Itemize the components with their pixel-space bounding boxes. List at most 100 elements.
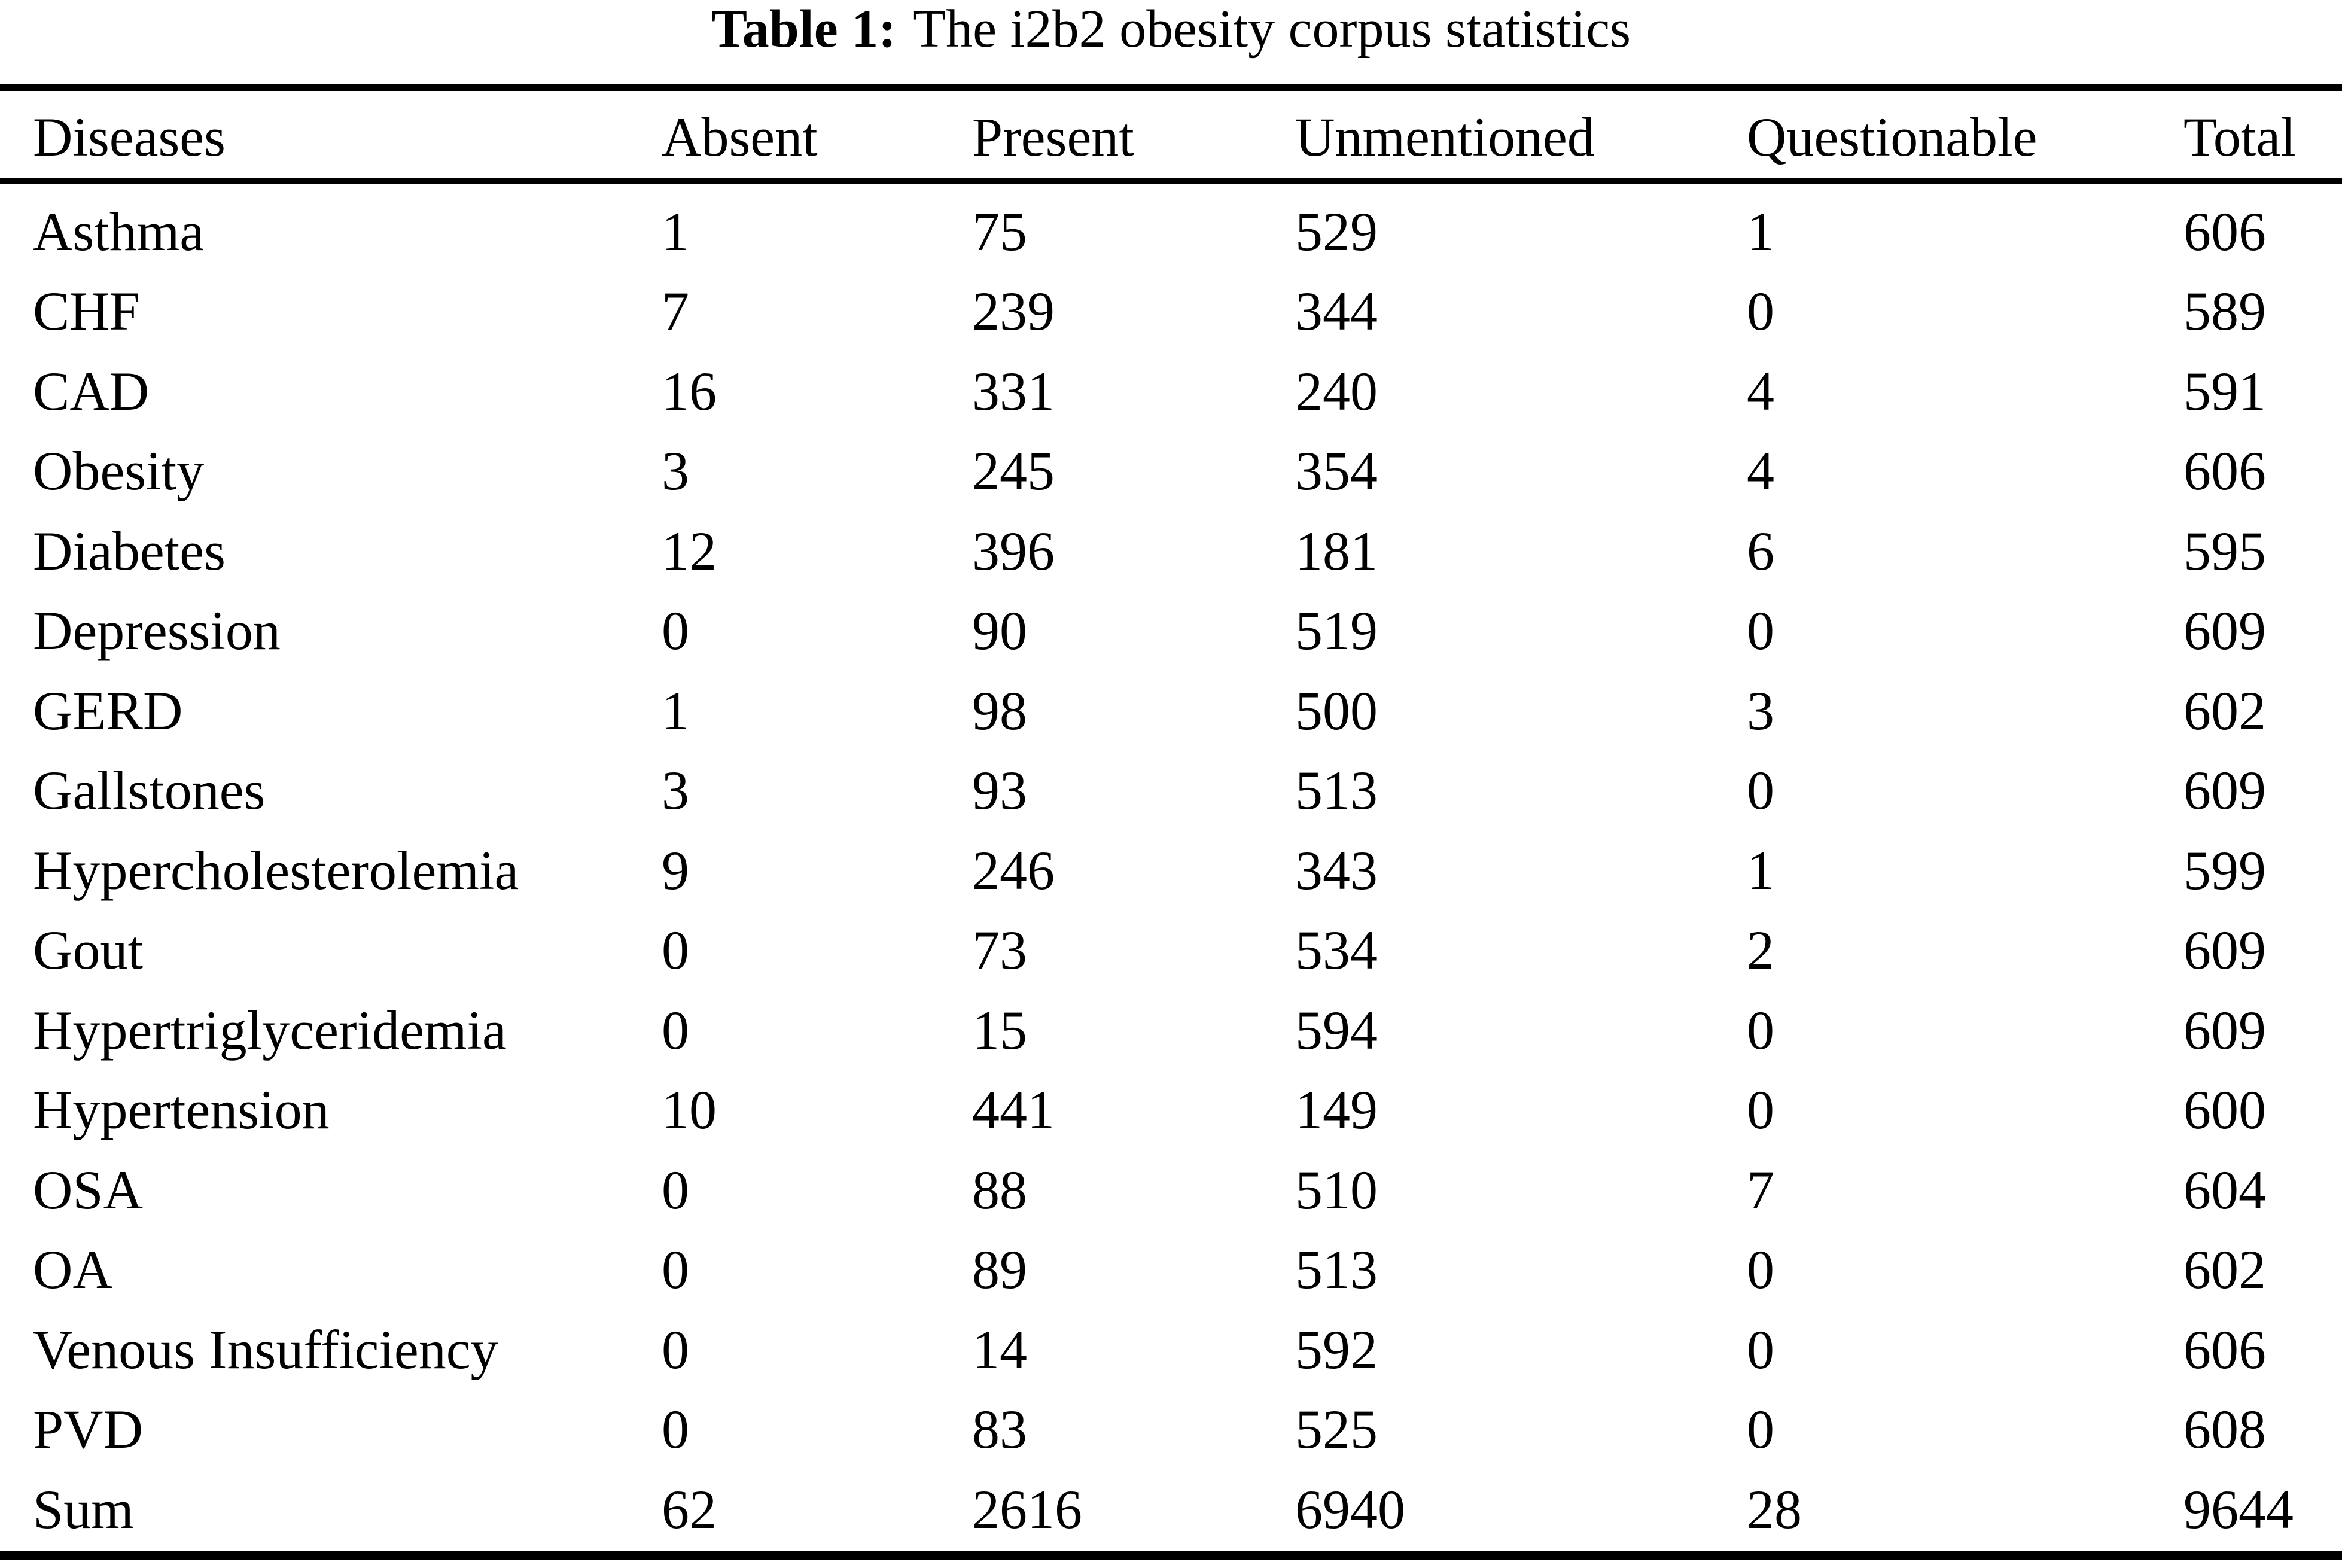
table-header-rule: [0, 178, 2342, 184]
table-row: Hypertriglyceridemia 0 15 594 0 609: [0, 990, 2342, 1070]
cell-total: 609: [2183, 600, 2266, 662]
cell-absent: 7: [662, 281, 689, 342]
cell-unmentioned: 529: [1295, 200, 1378, 262]
cell-absent: 3: [662, 440, 689, 502]
cell-questionable: 0: [1747, 1319, 1774, 1380]
cell-disease: Hypertension: [33, 1079, 330, 1141]
cell-present: 246: [972, 839, 1055, 901]
cell-disease: CAD: [33, 360, 150, 422]
cell-present: 2616: [972, 1478, 1082, 1540]
table-row: Hypertension 10 441 149 0 600: [0, 1070, 2342, 1150]
table-row: Diabetes 12 396 181 6 595: [0, 511, 2342, 591]
cell-present: 98: [972, 680, 1027, 741]
cell-total: 606: [2183, 200, 2266, 262]
cell-questionable: 3: [1747, 680, 1774, 741]
cell-present: 90: [972, 600, 1027, 662]
cell-present: 83: [972, 1399, 1027, 1460]
cell-present: 14: [972, 1319, 1027, 1380]
cell-absent: 1: [662, 680, 689, 741]
cell-total: 602: [2183, 1239, 2266, 1301]
table-row: PVD 0 83 525 0 608: [0, 1390, 2342, 1470]
cell-disease: Hypertriglyceridemia: [33, 999, 507, 1061]
page-title: Table 1: The i2b2 obesity corpus statisti…: [0, 0, 2342, 62]
cell-disease: CHF: [33, 281, 140, 342]
cell-questionable: 0: [1747, 1399, 1774, 1460]
cell-questionable: 0: [1747, 1239, 1774, 1301]
cell-present: 239: [972, 281, 1055, 342]
cell-disease: OSA: [33, 1159, 144, 1220]
table-row: CAD 16 331 240 4 591: [0, 351, 2342, 431]
cell-absent: 9: [662, 839, 689, 901]
cell-absent: 0: [662, 1319, 689, 1380]
cell-total: 589: [2183, 281, 2266, 342]
cell-disease: Obesity: [33, 440, 205, 502]
cell-total: 595: [2183, 520, 2266, 581]
table-bottom-rule: [0, 1551, 2342, 1560]
cell-questionable: 4: [1747, 360, 1774, 422]
cell-total: 606: [2183, 1319, 2266, 1380]
cell-disease: Asthma: [33, 200, 205, 262]
cell-unmentioned: 513: [1295, 1239, 1378, 1301]
cell-disease: Diabetes: [33, 520, 226, 581]
cell-unmentioned: 6940: [1295, 1478, 1405, 1540]
cell-disease: GERD: [33, 680, 183, 741]
cell-unmentioned: 354: [1295, 440, 1378, 502]
cell-absent: 3: [662, 760, 689, 821]
table-row: Gallstones 3 93 513 0 609: [0, 751, 2342, 831]
cell-absent: 0: [662, 1239, 689, 1301]
header-present: Present: [972, 106, 1134, 168]
table-row: Hypercholesterolemia 9 246 343 1 599: [0, 830, 2342, 911]
cell-present: 89: [972, 1239, 1027, 1301]
header-absent: Absent: [662, 106, 818, 168]
cell-unmentioned: 343: [1295, 839, 1378, 901]
cell-present: 331: [972, 360, 1055, 422]
cell-total: 9644: [2183, 1478, 2294, 1540]
cell-disease: Venous Insufficiency: [33, 1319, 498, 1380]
cell-total: 608: [2183, 1399, 2266, 1460]
cell-unmentioned: 592: [1295, 1319, 1378, 1380]
cell-present: 245: [972, 440, 1055, 502]
table-top-rule: [0, 84, 2342, 91]
table-number-label: Table 1:: [711, 0, 897, 59]
cell-present: 441: [972, 1079, 1055, 1141]
table-row: Obesity 3 245 354 4 606: [0, 431, 2342, 511]
cell-questionable: 6: [1747, 520, 1774, 581]
cell-total: 600: [2183, 1079, 2266, 1141]
header-diseases: Diseases: [33, 106, 226, 168]
cell-unmentioned: 519: [1295, 600, 1378, 662]
cell-present: 73: [972, 920, 1027, 981]
cell-questionable: 0: [1747, 760, 1774, 821]
cell-absent: 62: [662, 1478, 717, 1540]
cell-unmentioned: 181: [1295, 520, 1378, 581]
cell-absent: 1: [662, 200, 689, 262]
cell-total: 606: [2183, 440, 2266, 502]
cell-unmentioned: 240: [1295, 360, 1378, 422]
cell-questionable: 4: [1747, 440, 1774, 502]
cell-absent: 16: [662, 360, 717, 422]
cell-unmentioned: 344: [1295, 281, 1378, 342]
cell-questionable: 1: [1747, 839, 1774, 901]
cell-unmentioned: 510: [1295, 1159, 1378, 1220]
cell-total: 609: [2183, 920, 2266, 981]
cell-present: 88: [972, 1159, 1027, 1220]
cell-total: 591: [2183, 360, 2266, 422]
cell-questionable: 0: [1747, 1079, 1774, 1141]
header-total: Total: [2183, 106, 2296, 168]
cell-absent: 10: [662, 1079, 717, 1141]
cell-disease: Gout: [33, 920, 143, 981]
cell-absent: 12: [662, 520, 717, 581]
cell-unmentioned: 594: [1295, 999, 1378, 1061]
cell-questionable: 0: [1747, 281, 1774, 342]
cell-unmentioned: 525: [1295, 1399, 1378, 1460]
header-unmentioned: Unmentioned: [1295, 106, 1595, 168]
cell-total: 604: [2183, 1159, 2266, 1220]
cell-questionable: 0: [1747, 600, 1774, 662]
table-row: Asthma 1 75 529 1 606: [0, 191, 2342, 272]
cell-disease: Gallstones: [33, 760, 266, 821]
table-row: OA 0 89 513 0 602: [0, 1230, 2342, 1310]
cell-absent: 0: [662, 600, 689, 662]
table-row: Sum 62 2616 6940 28 9644: [0, 1469, 2342, 1549]
cell-unmentioned: 149: [1295, 1079, 1378, 1141]
table-row: OSA 0 88 510 7 604: [0, 1150, 2342, 1230]
cell-disease: OA: [33, 1239, 112, 1301]
